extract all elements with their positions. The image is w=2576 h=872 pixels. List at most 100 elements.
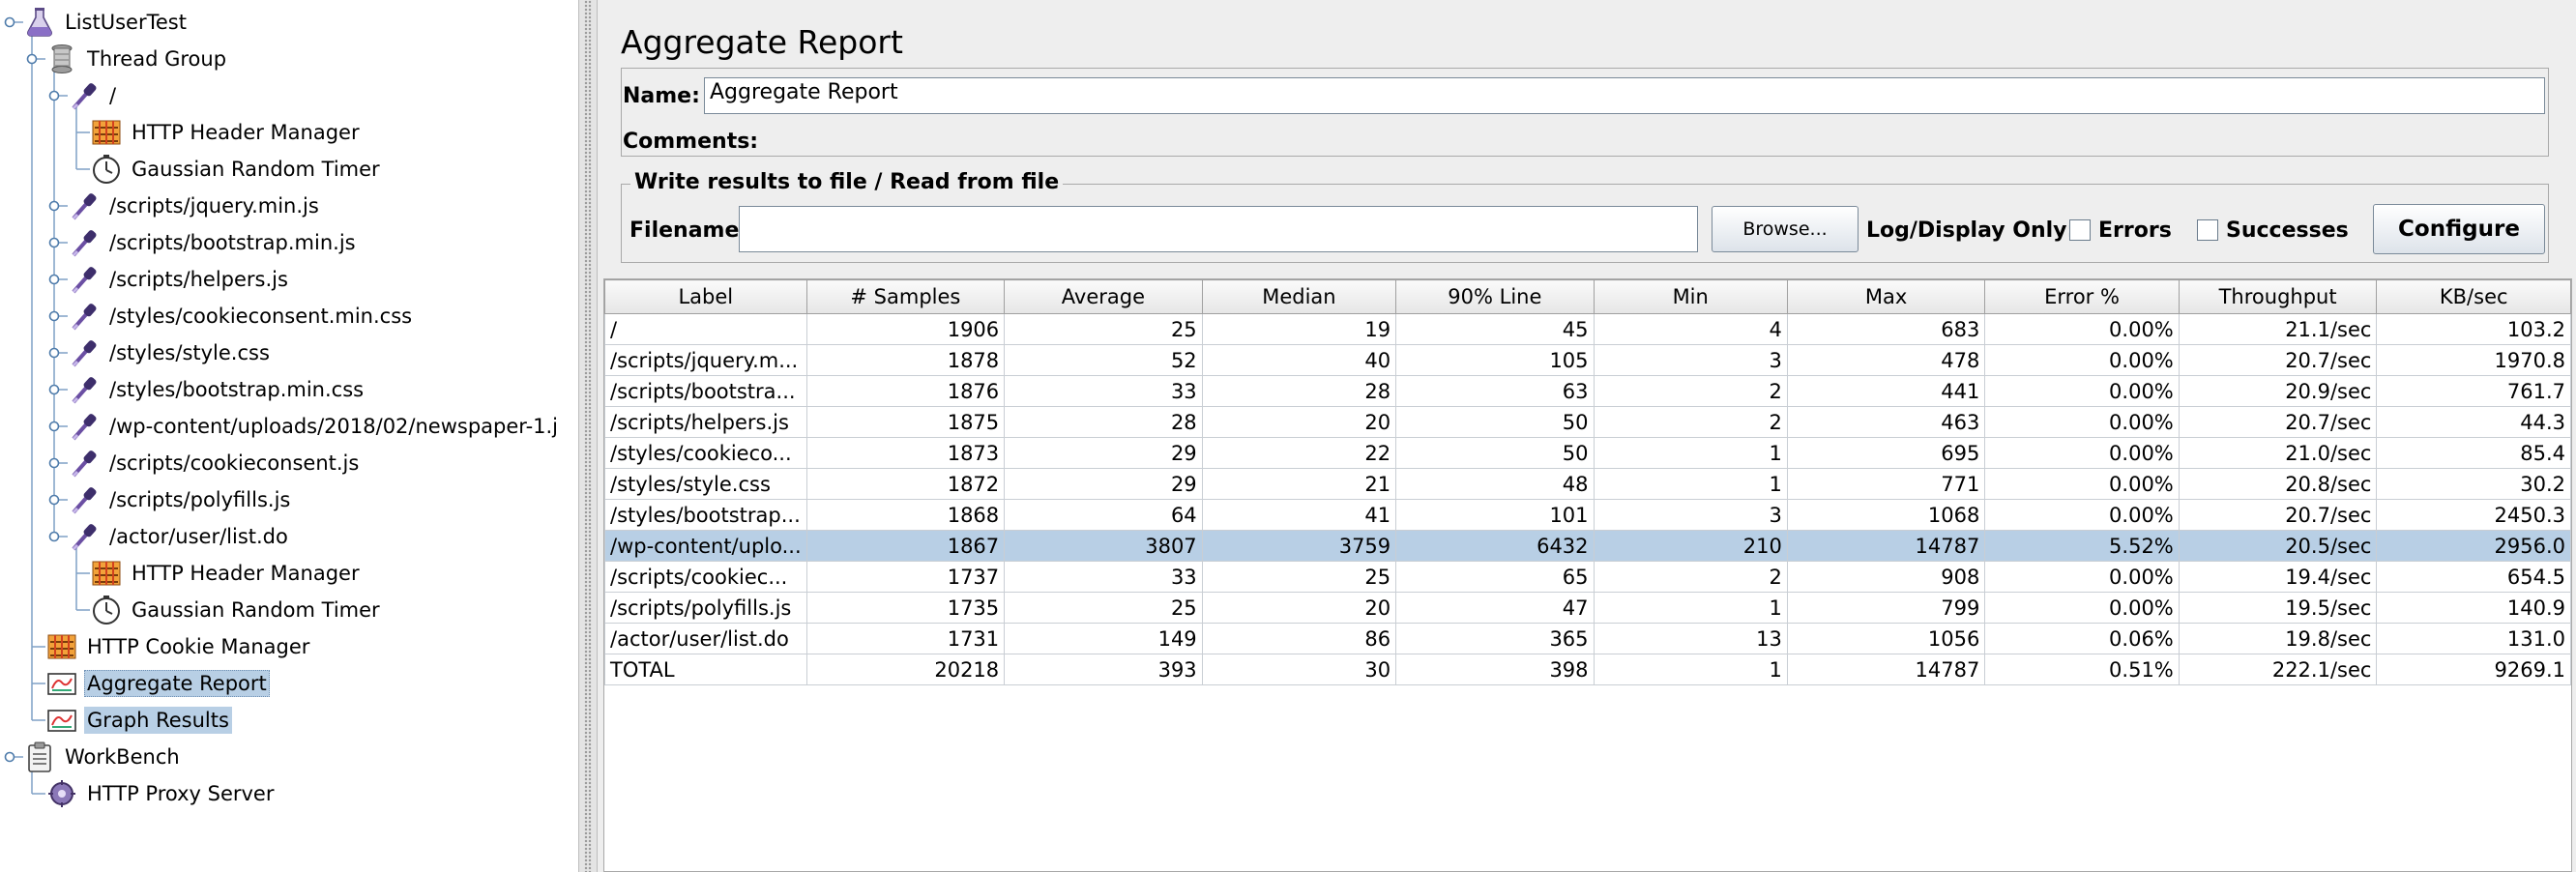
column-header[interactable]: Error % <box>1984 279 2180 314</box>
tree-expand-handle[interactable] <box>48 384 60 395</box>
tree-expand-handle[interactable] <box>48 421 60 432</box>
column-header[interactable]: Median <box>1201 279 1397 314</box>
tree-expand-handle[interactable] <box>48 274 60 285</box>
timer-icon <box>90 594 123 626</box>
table-cell: 20218 <box>805 654 1006 685</box>
table-cell: 20 <box>1201 592 1397 624</box>
tree-expand-handle[interactable] <box>48 90 60 102</box>
tree-node[interactable]: /scripts/bootstrap.min.js <box>68 225 359 260</box>
table-cell: 21.0/sec <box>2178 437 2378 469</box>
table-row[interactable]: /actor/user/list.do 1731 149 86 365 13 1056 0.0… <box>604 623 2571 654</box>
column-header[interactable]: 90% Line <box>1395 279 1595 314</box>
column-header[interactable]: Average <box>1004 279 1203 314</box>
column-header[interactable]: Min <box>1593 279 1788 314</box>
table-cell: 20.7/sec <box>2178 499 2378 531</box>
tree-node-label: Aggregate Report <box>84 670 270 697</box>
tree-node[interactable]: /styles/cookieconsent.min.css <box>68 299 415 334</box>
tree-expand-handle[interactable] <box>48 237 60 248</box>
browse-button[interactable]: Browse... <box>1712 206 1859 252</box>
pipette-icon <box>68 226 101 259</box>
table-cell: 20.9/sec <box>2178 375 2378 407</box>
table-row[interactable]: /styles/bootstrap... 1868 64 41 101 3 1068 0.00… <box>604 499 2571 531</box>
table-cell: 20.7/sec <box>2178 406 2378 438</box>
tree-expand-handle[interactable] <box>4 751 15 763</box>
table-cell: 1731 <box>805 623 1006 654</box>
table-cell: 5.52% <box>1984 530 2180 562</box>
pane-splitter[interactable] <box>578 0 598 872</box>
table-row[interactable]: TOTAL 20218 393 30 398 1 14787 0.51% 222.1/sec 92… <box>604 654 2571 685</box>
table-cell: /actor/user/list.do <box>604 623 807 654</box>
table-row[interactable]: /styles/style.css 1872 29 21 48 1 771 0.00% 20.8… <box>604 468 2571 500</box>
table-cell: 4 <box>1593 313 1788 345</box>
tree-node[interactable]: /actor/user/list.do <box>68 519 291 554</box>
aggregate-table-container[interactable]: Label # Samples Average Median 90% Line Min Ma… <box>603 278 2572 872</box>
configure-button[interactable]: Configure <box>2373 204 2545 254</box>
tree-node[interactable]: /scripts/polyfills.js <box>68 482 293 517</box>
table-row[interactable]: /scripts/bootstra... 1876 33 28 63 2 441 0.00% 2… <box>604 375 2571 407</box>
table-cell: 29 <box>1004 468 1203 500</box>
table-cell: 21.1/sec <box>2178 313 2378 345</box>
spool-icon <box>45 43 78 75</box>
tree-node[interactable]: Graph Results <box>45 703 232 738</box>
table-cell: 28 <box>1004 406 1203 438</box>
tree-node[interactable]: Gaussian Random Timer <box>90 593 383 627</box>
pipette-icon <box>68 300 101 333</box>
errors-checkbox[interactable] <box>2069 219 2091 241</box>
tree-node[interactable]: / <box>68 78 119 113</box>
tree-node[interactable]: /styles/bootstrap.min.css <box>68 372 366 407</box>
tree-node[interactable]: Aggregate Report <box>45 666 270 701</box>
table-cell: /scripts/cookiec... <box>604 561 807 593</box>
table-row[interactable]: /wp-content/uplo... 1867 3807 3759 6432 210 14… <box>604 530 2571 562</box>
clipboard-icon <box>23 741 56 773</box>
column-header[interactable]: Throughput <box>2178 279 2378 314</box>
tree-node[interactable]: Gaussian Random Timer <box>90 152 383 187</box>
tree-node[interactable]: /wp-content/uploads/2018/02/newspaper-1.… <box>68 409 561 444</box>
tree-node[interactable]: HTTP Proxy Server <box>45 776 277 811</box>
tree-node[interactable]: HTTP Header Manager <box>90 115 363 150</box>
tree-expand-handle[interactable] <box>26 53 38 65</box>
table-cell: 0.00% <box>1984 344 2180 376</box>
tree-expand-handle[interactable] <box>48 200 60 212</box>
tree-expand-handle[interactable] <box>48 310 60 322</box>
successes-checkbox[interactable] <box>2197 219 2218 241</box>
tree-expand-handle[interactable] <box>48 347 60 359</box>
pipette-icon <box>68 520 101 553</box>
table-row[interactable]: /scripts/jquery.m... 1878 52 40 105 3 478 0.00%… <box>604 344 2571 376</box>
table-cell: 2 <box>1593 375 1788 407</box>
pipette-icon <box>68 189 101 222</box>
table-cell: 0.00% <box>1984 592 2180 624</box>
tree-expand-handle[interactable] <box>48 531 60 542</box>
table-cell: 1068 <box>1786 499 1986 531</box>
tree-node[interactable]: HTTP Cookie Manager <box>45 629 312 664</box>
tree-node-label: /styles/style.css <box>109 341 270 364</box>
tree-expand-handle[interactable] <box>48 457 60 469</box>
tree-expand-handle[interactable] <box>4 16 15 28</box>
column-header[interactable]: # Samples <box>805 279 1006 314</box>
name-field[interactable]: Aggregate Report <box>704 77 2545 114</box>
table-row[interactable]: /scripts/helpers.js 1875 28 20 50 2 463 0.00% 20… <box>604 406 2571 438</box>
column-header[interactable]: Max <box>1786 279 1986 314</box>
tree-node[interactable]: HTTP Header Manager <box>90 556 363 591</box>
tree-node-label: WorkBench <box>65 745 180 769</box>
tree-node[interactable]: /scripts/cookieconsent.js <box>68 446 362 480</box>
table-cell: 29 <box>1004 437 1203 469</box>
tree-node[interactable]: Thread Group <box>45 42 229 76</box>
proxy-icon <box>45 777 78 810</box>
test-plan-tree[interactable]: ListUserTest Thread Group / HTTP Header Man… <box>0 0 578 872</box>
tree-node[interactable]: /styles/style.css <box>68 335 273 370</box>
tree-node[interactable]: ListUserTest <box>23 5 190 40</box>
tree-node[interactable]: /scripts/helpers.js <box>68 262 291 297</box>
tree-node[interactable]: WorkBench <box>23 740 183 774</box>
tree-expand-handle[interactable] <box>48 494 60 506</box>
table-row[interactable]: /scripts/cookiec... 1737 33 25 65 2 908 0.00% 19… <box>604 561 2571 593</box>
table-row[interactable]: /1906 25 19 45 4 683 0.00% 21.1/sec 103.2 <box>604 313 2571 345</box>
table-row[interactable]: /scripts/polyfills.js 1735 25 20 47 1 799 0.00%… <box>604 592 2571 624</box>
tree-node[interactable]: /scripts/jquery.min.js <box>68 189 322 223</box>
table-cell: 799 <box>1786 592 1986 624</box>
filename-input[interactable] <box>739 206 1698 252</box>
table-cell: 22 <box>1201 437 1397 469</box>
column-header[interactable]: Label <box>604 279 807 314</box>
table-row[interactable]: /styles/cookieco... 1873 29 22 50 1 695 0.00% 21… <box>604 437 2571 469</box>
table-cell: 441 <box>1786 375 1986 407</box>
column-header[interactable]: KB/sec <box>2376 279 2571 314</box>
